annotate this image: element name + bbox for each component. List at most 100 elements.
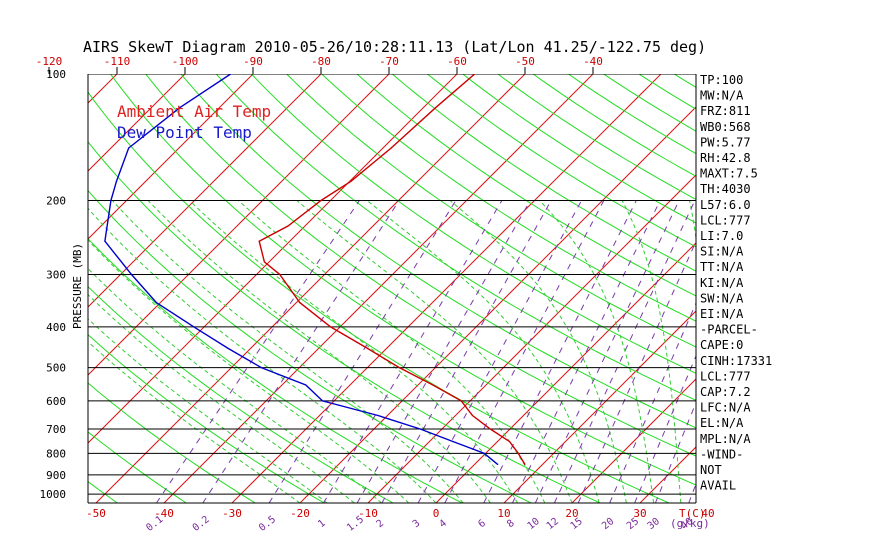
dry-adiabat-line xyxy=(850,74,870,503)
dry-adiabat-line xyxy=(532,74,696,177)
sounding-data-point xyxy=(452,441,454,443)
sounding-index-15: EI:N/A xyxy=(700,307,744,321)
mixing-ratio-line xyxy=(444,200,605,503)
isotherm-line xyxy=(435,242,696,503)
sounding-data-point xyxy=(227,347,229,349)
moist-adiabat-line xyxy=(88,207,437,503)
isotherm-line xyxy=(844,74,870,503)
moist-adiabat-line xyxy=(111,200,464,503)
mixing-ratio-label: 0.2 xyxy=(191,514,212,534)
bottom-temperature-tick-label: -20 xyxy=(290,507,310,520)
isotherm-line xyxy=(503,310,696,503)
mixing-ratio-line xyxy=(553,200,696,503)
sounding-index-9: LCL:777 xyxy=(700,213,751,227)
sounding-index-25: NOT xyxy=(700,463,722,477)
sounding-index-14: SW:N/A xyxy=(700,291,744,305)
mixing-ratio-label: 1 xyxy=(316,518,328,530)
sounding-data-point xyxy=(110,199,112,202)
mixing-ratio-label: 12 xyxy=(545,516,561,532)
pressure-tick-label: 700 xyxy=(46,423,66,436)
moist-adiabat-line xyxy=(238,200,546,503)
sounding-index-2: FRZ:811 xyxy=(700,104,751,118)
mixing-ratio-label: 4 xyxy=(437,518,449,530)
bottom-temperature-tick-label: -30 xyxy=(222,507,242,520)
sounding-data-point xyxy=(377,414,379,417)
top-temperature-tick-label: -40 xyxy=(583,55,603,68)
isotherm-line xyxy=(776,74,870,503)
sounding-data-point xyxy=(474,74,476,75)
moist-adiabat-line xyxy=(189,200,519,503)
legend-entry-dew-point-temp: Dew Point Temp xyxy=(117,123,252,142)
mixing-ratio-label: 30 xyxy=(646,516,662,532)
top-temperature-tick-label: -70 xyxy=(379,55,399,68)
sounding-index-22: EL:N/A xyxy=(700,416,744,430)
mixing-ratio-unit-label: (g/kg) xyxy=(670,517,710,530)
mixing-ratio-label: 10 xyxy=(526,516,542,532)
isobar-lines xyxy=(88,74,696,495)
sounding-data-point xyxy=(509,441,511,443)
sounding-profiles xyxy=(104,74,526,465)
mixing-ratio-lines xyxy=(156,200,696,503)
isotherm-line xyxy=(88,74,186,172)
dry-adiabat-line xyxy=(0,74,48,503)
bottom-temperature-tick-label: 30 xyxy=(633,507,646,520)
sounding-data-point xyxy=(179,106,181,108)
mixing-ratio-line xyxy=(534,200,680,503)
dry-adiabat-line xyxy=(427,74,696,248)
sounding-data-point xyxy=(279,273,281,275)
sounding-index-12: TT:N/A xyxy=(700,260,744,274)
sounding-index-26: AVAIL xyxy=(700,479,736,493)
isotherm-line xyxy=(88,74,458,444)
dry-adiabat-line xyxy=(815,74,870,503)
sounding-data-point xyxy=(483,452,485,454)
bottom-temperature-tick-label: 20 xyxy=(565,507,578,520)
dry-adiabat-line xyxy=(286,74,696,348)
sounding-data-point xyxy=(330,326,332,328)
moist-adiabat-line xyxy=(366,200,600,503)
isotherm-lines xyxy=(88,74,870,503)
dry-adiabat-line xyxy=(780,74,870,503)
moist-adiabat-line xyxy=(147,200,491,503)
dry-adiabat-line xyxy=(88,237,463,503)
plot-frame xyxy=(88,74,696,503)
mixing-ratio-label: 3 xyxy=(411,518,423,530)
sounding-data-point xyxy=(321,400,324,402)
sounding-data-point xyxy=(104,240,106,242)
sounding-data-point xyxy=(398,367,400,369)
y-axis-label: PRESSURE (MB) xyxy=(71,243,84,329)
sounding-data-point xyxy=(471,414,474,417)
sounding-data-point xyxy=(497,463,499,465)
bottom-temperature-tick-labels: -50 -40 -30 -20 -10 0 10 20 30 40 xyxy=(86,507,715,520)
mixing-ratio-line xyxy=(381,200,552,503)
pressure-tick-label: 500 xyxy=(46,362,66,375)
moist-adiabat-line xyxy=(296,200,573,503)
sounding-index-20: CAP:7.2 xyxy=(700,385,751,399)
dry-adiabat-line xyxy=(88,285,394,503)
sounding-index-3: WB0:568 xyxy=(700,120,751,134)
dew-point-temp-line xyxy=(104,74,499,465)
moist-adiabat-lines xyxy=(88,200,696,503)
sounding-data-point xyxy=(432,384,434,386)
dry-adiabat-line xyxy=(497,74,696,200)
sounding-data-point xyxy=(435,106,437,108)
sounding-data-point xyxy=(258,240,260,242)
sounding-index-10: LI:7.0 xyxy=(700,229,743,243)
sounding-index-13: KI:N/A xyxy=(700,276,744,290)
sounding-index-8: L57:6.0 xyxy=(700,198,751,212)
sounding-data-point xyxy=(350,180,352,182)
sounding-index-5: RH:42.8 xyxy=(700,151,751,165)
sounding-index-24: -WIND- xyxy=(700,447,743,461)
dry-adiabat-line xyxy=(180,74,696,429)
moist-adiabat-line xyxy=(88,293,355,503)
sounding-data-point xyxy=(260,367,262,369)
sounding-index-0: TP:100 xyxy=(700,73,743,87)
sounding-data-point xyxy=(524,463,526,465)
isotherm-line xyxy=(163,74,594,503)
mixing-ratio-line xyxy=(323,200,503,503)
bottom-temperature-tick-label: -10 xyxy=(358,507,378,520)
sounding-data-point xyxy=(419,428,421,430)
mixing-ratio-line xyxy=(512,200,661,503)
sounding-index-11: SI:N/A xyxy=(700,245,744,259)
moist-adiabat-line xyxy=(539,200,655,503)
